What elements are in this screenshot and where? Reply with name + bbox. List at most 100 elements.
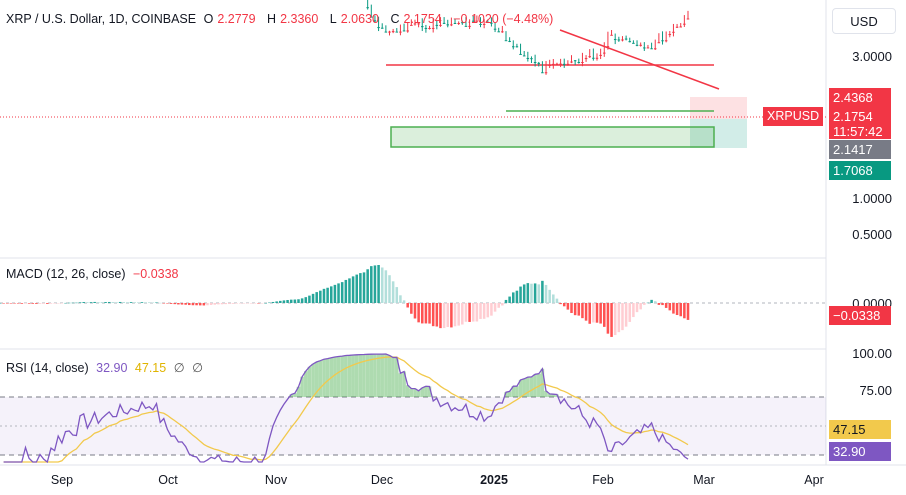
candle-body[interactable] bbox=[653, 48, 657, 50]
descending-trendline[interactable] bbox=[559, 29, 720, 90]
candle-body[interactable] bbox=[395, 31, 399, 33]
candle-body[interactable] bbox=[559, 63, 562, 65]
candle-body[interactable] bbox=[468, 25, 471, 27]
candle-body[interactable] bbox=[588, 56, 591, 58]
candle-body[interactable] bbox=[450, 24, 453, 26]
candle-body[interactable] bbox=[628, 41, 632, 43]
candle-body[interactable] bbox=[577, 61, 581, 63]
time-label-dec[interactable]: Dec bbox=[370, 473, 394, 487]
candle-body[interactable] bbox=[453, 23, 457, 25]
candle-body[interactable] bbox=[672, 31, 675, 33]
candle-body[interactable] bbox=[650, 48, 653, 50]
candle-body[interactable] bbox=[515, 46, 519, 48]
time-label-mar[interactable]: Mar bbox=[693, 473, 715, 487]
rsi-title[interactable]: RSI (14, close) bbox=[6, 361, 89, 375]
candle-body[interactable] bbox=[683, 23, 686, 25]
candle-body[interactable] bbox=[486, 21, 490, 23]
candle-body[interactable] bbox=[613, 39, 617, 41]
candlestick-series[interactable] bbox=[2, 0, 690, 75]
candle-body[interactable] bbox=[384, 31, 388, 33]
time-label-apr[interactable]: Apr bbox=[804, 473, 824, 487]
candle-body[interactable] bbox=[501, 31, 504, 33]
time-label-oct[interactable]: Oct bbox=[158, 473, 178, 487]
candle-body[interactable] bbox=[420, 26, 424, 28]
candle-body[interactable] bbox=[668, 34, 672, 36]
candle-body[interactable] bbox=[555, 63, 559, 65]
candle-body[interactable] bbox=[610, 34, 613, 36]
candle-body[interactable] bbox=[388, 31, 391, 33]
candle-body[interactable] bbox=[431, 27, 435, 29]
candle-body[interactable] bbox=[632, 42, 635, 44]
candle-body[interactable] bbox=[686, 18, 690, 20]
candle-body[interactable] bbox=[508, 40, 511, 42]
candle-body[interactable] bbox=[537, 62, 541, 64]
candle-body[interactable] bbox=[464, 25, 468, 27]
candle-body[interactable] bbox=[533, 62, 537, 64]
candle-body[interactable] bbox=[512, 46, 515, 48]
candle-body[interactable] bbox=[482, 23, 486, 25]
time-label-2025[interactable]: 2025 bbox=[480, 473, 508, 487]
candle-body[interactable] bbox=[402, 30, 406, 32]
candle-body[interactable] bbox=[428, 27, 431, 29]
candle-body[interactable] bbox=[475, 20, 479, 22]
candle-body[interactable] bbox=[399, 31, 402, 33]
candle-body[interactable] bbox=[410, 24, 413, 26]
currency-button[interactable]: USD bbox=[832, 8, 896, 34]
candle-body[interactable] bbox=[377, 27, 380, 29]
candle-body[interactable] bbox=[606, 46, 610, 48]
candle-body[interactable] bbox=[497, 31, 500, 33]
candle-body[interactable] bbox=[661, 40, 664, 42]
candle-body[interactable] bbox=[581, 61, 584, 63]
candle-body[interactable] bbox=[617, 39, 621, 41]
candle-body[interactable] bbox=[548, 64, 551, 66]
time-label-sep[interactable]: Sep bbox=[50, 473, 74, 487]
candle-body[interactable] bbox=[657, 42, 661, 44]
candle-body[interactable] bbox=[446, 24, 450, 26]
candle-body[interactable] bbox=[552, 63, 555, 65]
candle-body[interactable] bbox=[562, 63, 566, 65]
candle-body[interactable] bbox=[635, 44, 639, 46]
price-label-3[interactable]: 3.0000 bbox=[852, 49, 892, 64]
candle-body[interactable] bbox=[566, 63, 570, 65]
candle-body[interactable] bbox=[479, 23, 482, 25]
candle-body[interactable] bbox=[643, 47, 646, 49]
candle-body[interactable] bbox=[519, 53, 522, 55]
candle-body[interactable] bbox=[442, 22, 446, 24]
candle-body[interactable] bbox=[584, 58, 588, 60]
candle-body[interactable] bbox=[391, 31, 395, 33]
candle-body[interactable] bbox=[406, 30, 409, 32]
candle-body[interactable] bbox=[471, 20, 475, 22]
candle-body[interactable] bbox=[544, 72, 548, 74]
candle-body[interactable] bbox=[595, 57, 599, 59]
candle-body[interactable] bbox=[624, 38, 628, 40]
candle-body[interactable] bbox=[592, 57, 595, 59]
candle-body[interactable] bbox=[530, 58, 533, 60]
candle-body[interactable] bbox=[679, 26, 682, 28]
time-label-feb[interactable]: Feb bbox=[592, 473, 614, 487]
candle-body[interactable] bbox=[370, 16, 373, 18]
macd-histogram[interactable] bbox=[0, 265, 690, 337]
candle-body[interactable] bbox=[490, 22, 493, 24]
candle-body[interactable] bbox=[522, 55, 526, 57]
candle-body[interactable] bbox=[603, 52, 606, 54]
price-label-1[interactable]: 1.0000 bbox=[852, 191, 892, 206]
candle-body[interactable] bbox=[599, 54, 602, 56]
candle-body[interactable] bbox=[621, 39, 624, 41]
macd-title[interactable]: MACD (12, 26, close) bbox=[6, 267, 126, 281]
time-label-nov[interactable]: Nov bbox=[264, 473, 288, 487]
candle-body[interactable] bbox=[570, 61, 573, 63]
candle-body[interactable] bbox=[664, 40, 668, 42]
rsi-ma-line[interactable] bbox=[3, 356, 689, 463]
pair-label[interactable]: XRP / U.S. Dollar, 1D, COINBASE bbox=[6, 12, 197, 26]
candle-body[interactable] bbox=[526, 57, 530, 59]
candle-body[interactable] bbox=[573, 60, 577, 62]
candle-body[interactable] bbox=[373, 20, 377, 22]
candle-body[interactable] bbox=[380, 27, 384, 29]
candle-body[interactable] bbox=[413, 23, 417, 25]
candle-body[interactable] bbox=[424, 27, 428, 29]
candle-body[interactable] bbox=[435, 24, 439, 26]
candle-body[interactable] bbox=[493, 28, 497, 30]
candle-body[interactable] bbox=[675, 26, 679, 28]
candle-body[interactable] bbox=[417, 23, 420, 25]
